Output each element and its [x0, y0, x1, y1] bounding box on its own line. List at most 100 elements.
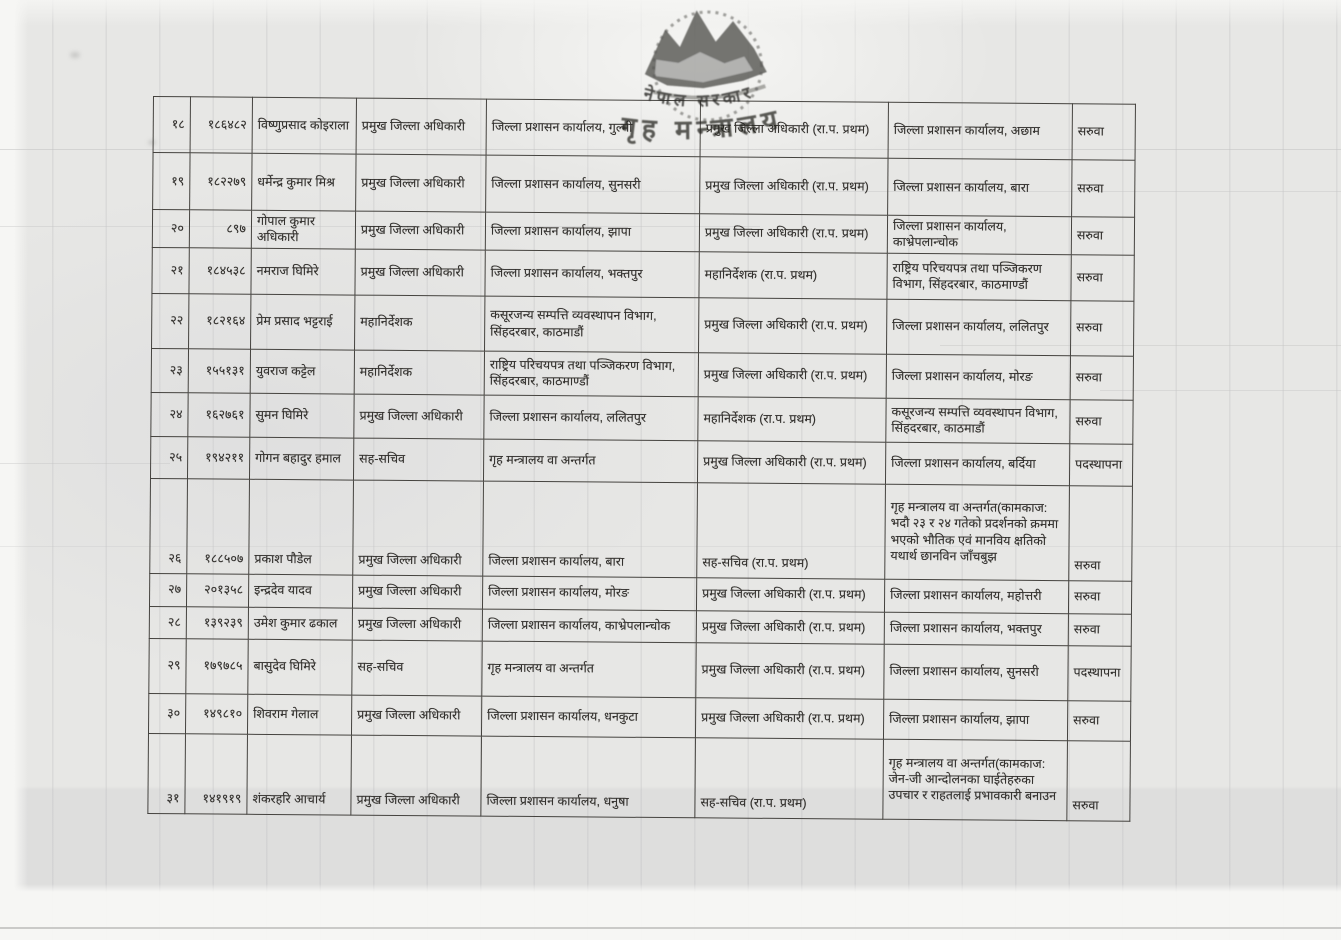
cell-name: प्रेम प्रसाद भट्टराई	[250, 293, 355, 350]
cell-employee-id: १५५१३१	[188, 348, 251, 393]
table-row: २६ १८८५०७ प्रकाश पौडेल प्रमुख जिल्ला अधि…	[149, 477, 1133, 581]
cell-current-office: जिल्ला प्रशासन कार्यालय, मोरङ	[482, 575, 697, 611]
cell-remark: सरुवा	[1070, 254, 1135, 301]
scan-artifact-streak	[0, 927, 1341, 929]
cell-remark: सरुवा	[1069, 399, 1134, 444]
cell-employee-id: १४९८१०	[185, 693, 248, 734]
cell-current-position: प्रमुख जिल्ला अधिकारी	[352, 607, 483, 641]
cell-current-position: महानिर्देशक	[354, 294, 485, 351]
cell-serial: २०	[152, 209, 190, 248]
cell-new-position: सह-सचिव (रा.प. प्रथम)	[694, 737, 884, 819]
cell-current-office: जिल्ला प्रशासन कार्यालय, धनकुटा	[481, 695, 696, 738]
cell-current-office: जिल्ला प्रशासन कार्यालय, धनुषा	[480, 735, 696, 818]
cell-serial: २९	[148, 637, 187, 694]
cell-remark: सरुवा	[1070, 355, 1134, 400]
cell-new-position: प्रमुख जिल्ला अधिकारी (रा.प. प्रथम)	[696, 610, 885, 644]
transfer-table-body: १८ १८६४८२ विष्णुप्रसाद कोइराला प्रमुख जि…	[147, 96, 1136, 821]
cell-new-position: प्रमुख जिल्ला अधिकारी (रा.प. प्रथम)	[695, 697, 884, 739]
cell-current-position: प्रमुख जिल्ला अधिकारी	[352, 574, 483, 609]
cell-employee-id: २०१३५८	[186, 573, 249, 607]
cell-name: गोपाल कुमार अधिकारी	[251, 210, 356, 249]
cell-serial: २३	[151, 347, 189, 393]
cell-current-office: जिल्ला प्रशासन कार्यालय, भक्तपुर	[484, 249, 700, 298]
cell-name: शंकरहरि आचार्य	[246, 733, 352, 815]
cell-employee-id: १८६४८२	[190, 96, 253, 154]
table-row: १८ १८६४८२ विष्णुप्रसाद कोइराला प्रमुख जि…	[153, 96, 1136, 161]
table-row: २४ १६२७६१ सुमन घिमिरे प्रमुख जिल्ला अधिक…	[150, 391, 1134, 444]
cell-new-office: जिल्ला प्रशासन कार्यालय, काभ्रेपलान्चोक	[887, 215, 1072, 255]
cell-current-office: जिल्ला प्रशासन कार्यालय, ललितपुर	[483, 394, 699, 441]
cell-new-position: प्रमुख जिल्ला अधिकारी (रा.प. प्रथम)	[695, 642, 885, 699]
cell-current-office: कसूरजन्य सम्पत्ति व्यवस्थापन विभाग, सिंह…	[484, 295, 699, 353]
cell-remark: पदस्थापना	[1067, 645, 1132, 701]
cell-serial: २८	[149, 605, 187, 639]
cell-serial: ३१	[147, 732, 186, 814]
cell-employee-id: १६२७६१	[187, 392, 251, 437]
cell-new-office: जिल्ला प्रशासन कार्यालय, भक्तपुर	[884, 611, 1069, 646]
cell-current-position: प्रमुख जिल्ला अधिकारी	[350, 734, 482, 816]
cell-new-office: जिल्ला प्रशासन कार्यालय, सुनसरी	[883, 643, 1069, 701]
cell-employee-id: १८२१६४	[188, 293, 251, 349]
cell-new-office: राष्ट्रिय परिचयपत्र तथा पञ्जिकरण विभाग, …	[886, 252, 1072, 301]
cell-employee-id: ८९७	[189, 209, 252, 248]
cell-new-position: महानिर्देशक (रा.प. प्रथम)	[698, 251, 888, 299]
cell-serial: १९	[152, 152, 191, 210]
cell-new-position: प्रमुख जिल्ला अधिकारी (रा.प. प्रथम)	[699, 156, 889, 216]
cell-current-position: प्रमुख जिल्ला अधिकारी	[355, 154, 487, 213]
cell-new-office: गृह मन्त्रालय वा अन्तर्गत(कामकाज: भदौ २३…	[884, 483, 1070, 581]
cell-new-office: जिल्ला प्रशासन कार्यालय, महोत्तरी	[884, 578, 1069, 614]
cell-current-office: जिल्ला प्रशासन कार्यालय, गुल्मी	[486, 99, 701, 157]
cell-current-office: राष्ट्रिय परिचयपत्र तथा पञ्जिकरण विभाग, …	[484, 350, 699, 397]
cell-serial: २४	[150, 391, 189, 437]
cell-new-position: सह-सचिव (रा.प. प्रथम)	[696, 482, 886, 579]
cell-employee-id: १८४५३८	[188, 247, 252, 294]
cell-new-office: जिल्ला प्रशासन कार्यालय, झापा	[883, 698, 1068, 741]
cell-serial: ३०	[148, 692, 186, 734]
cell-remark: सरुवा	[1070, 300, 1134, 356]
cell-name: युवराज कट्टेल	[250, 348, 355, 394]
cell-remark: सरुवा	[1066, 740, 1131, 821]
cell-current-office: जिल्ला प्रशासन कार्यालय, काभ्रेपलान्चोक	[482, 608, 697, 643]
cell-name: गोगन बहादुर हमाल	[249, 436, 354, 480]
cell-serial: २२	[151, 292, 189, 349]
cell-new-position: प्रमुख जिल्ला अधिकारी (रा.प. प्रथम)	[697, 440, 886, 484]
cell-remark: पदस्थापना	[1069, 443, 1133, 486]
cell-employee-id: १७९७८५	[185, 638, 249, 694]
cell-serial: २७	[149, 572, 187, 607]
cell-current-position: प्रमुख जिल्ला अधिकारी	[352, 479, 484, 576]
cell-employee-id: १३९२३९	[186, 606, 249, 639]
cell-new-position: प्रमुख जिल्ला अधिकारी (रा.प. प्रथम)	[698, 297, 887, 354]
cell-name: नमराज घिमिरे	[250, 247, 356, 295]
cell-new-office: जिल्ला प्रशासन कार्यालय, ललितपुर	[886, 298, 1071, 356]
cell-new-office: जिल्ला प्रशासन कार्यालय, अछाम	[888, 102, 1073, 160]
cell-name: धर्मेन्द्र कुमार मिश्र	[251, 153, 357, 212]
cell-new-office: जिल्ला प्रशासन कार्यालय, मोरङ	[886, 353, 1071, 400]
cell-current-office: गृह मन्त्रालय वा अन्तर्गत	[483, 438, 698, 483]
cell-new-position: महानिर्देशक (रा.प. प्रथम)	[697, 396, 887, 442]
table-row: २२ १८२१६४ प्रेम प्रसाद भट्टराई महानिर्दे…	[151, 292, 1134, 356]
cell-remark: सरुवा	[1072, 103, 1136, 161]
cell-name: उमेश कुमार ढकाल	[248, 606, 353, 640]
cell-current-position: प्रमुख जिल्ला अधिकारी	[356, 98, 487, 156]
cell-current-position: सह-सचिव	[351, 639, 483, 696]
cell-employee-id: १९४२११	[187, 436, 250, 479]
cell-remark: सरुवा	[1068, 613, 1132, 646]
cell-employee-id: १८८५०७	[186, 478, 250, 574]
table-row: १९ १८२२७९ धर्मेन्द्र कुमार मिश्र प्रमुख …	[152, 152, 1136, 218]
cell-new-position: प्रमुख जिल्ला अधिकारी (रा.प. प्रथम)	[698, 352, 887, 398]
cell-name: इन्द्रदेव यादव	[248, 573, 353, 608]
cell-remark: सरुवा	[1068, 485, 1133, 581]
cell-name: विष्णुप्रसाद कोइराला	[252, 97, 357, 155]
transfer-table-wrap: १८ १८६४८२ विष्णुप्रसाद कोइराला प्रमुख जि…	[147, 96, 1136, 821]
cell-employee-id: १८२२७९	[189, 152, 253, 211]
cell-current-position: प्रमुख जिल्ला अधिकारी	[351, 694, 482, 736]
table-row: २३ १५५१३१ युवराज कट्टेल महानिर्देशक राष्…	[151, 347, 1134, 400]
cell-current-position: प्रमुख जिल्ला अधिकारी	[355, 211, 486, 250]
cell-new-position: प्रमुख जिल्ला अधिकारी (रा.प. प्रथम)	[699, 213, 888, 253]
cell-employee-id: १४१९१९	[184, 733, 248, 814]
cell-current-office: जिल्ला प्रशासन कार्यालय, सुनसरी	[485, 155, 701, 214]
scan-smudge	[148, 140, 156, 145]
cell-name: शिवराम गेलाल	[247, 693, 352, 735]
cell-current-position: प्रमुख जिल्ला अधिकारी	[353, 393, 485, 439]
